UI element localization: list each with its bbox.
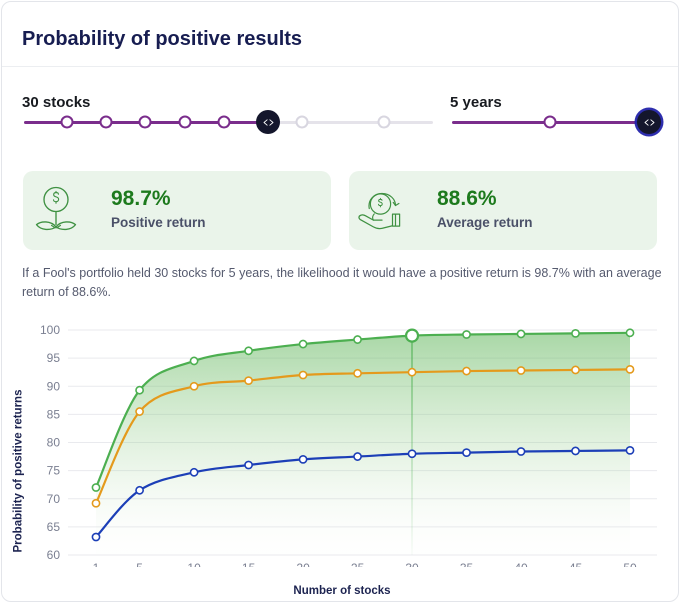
svg-text:1: 1	[93, 561, 100, 567]
svg-text:25: 25	[351, 561, 365, 567]
svg-text:80: 80	[47, 436, 61, 450]
svg-text:75: 75	[47, 464, 61, 478]
svg-text:5: 5	[136, 561, 143, 567]
svg-text:50: 50	[623, 561, 637, 567]
svg-text:30: 30	[405, 561, 419, 567]
svg-text:65: 65	[47, 520, 61, 534]
svg-text:45: 45	[569, 561, 583, 567]
svg-text:10: 10	[187, 561, 201, 567]
svg-text:95: 95	[47, 351, 61, 365]
svg-text:15: 15	[242, 561, 256, 567]
svg-text:85: 85	[47, 407, 61, 421]
svg-text:35: 35	[460, 561, 474, 567]
svg-text:40: 40	[514, 561, 528, 567]
svg-text:100: 100	[40, 323, 60, 337]
svg-text:70: 70	[47, 492, 61, 506]
svg-text:90: 90	[47, 379, 61, 393]
svg-text:20: 20	[296, 561, 310, 567]
svg-text:60: 60	[47, 548, 61, 562]
